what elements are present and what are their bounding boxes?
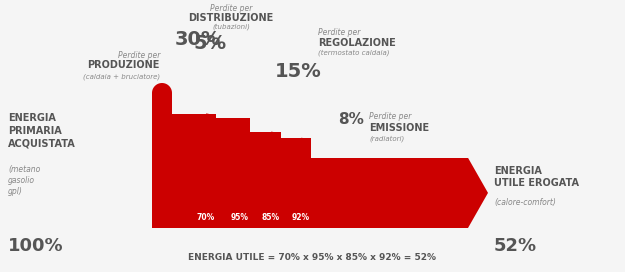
Text: (calore-comfort): (calore-comfort)	[494, 198, 556, 207]
Polygon shape	[271, 132, 281, 152]
Text: EMISSIONE: EMISSIONE	[369, 123, 429, 133]
Text: (termostato caldaia): (termostato caldaia)	[318, 49, 389, 55]
Text: (metano
gasolio
gpl): (metano gasolio gpl)	[8, 165, 40, 196]
Bar	[281, 158, 291, 228]
Polygon shape	[301, 138, 311, 158]
Bar	[216, 118, 250, 138]
Bar	[152, 93, 172, 228]
Polygon shape	[196, 123, 216, 134]
Bar	[281, 138, 311, 158]
Bar	[250, 152, 261, 228]
Bar	[216, 138, 230, 228]
Text: 8%: 8%	[338, 112, 364, 127]
Bar	[250, 132, 281, 152]
Polygon shape	[468, 158, 488, 228]
Text: ENERGIA
PRIMARIA
ACQUISTATA: ENERGIA PRIMARIA ACQUISTATA	[8, 113, 76, 148]
Bar	[261, 152, 281, 228]
Text: 15%: 15%	[274, 62, 321, 81]
Bar	[196, 134, 216, 228]
Text: Perdite per: Perdite per	[210, 4, 252, 13]
Text: 30%: 30%	[175, 30, 221, 49]
Text: (tubazioni): (tubazioni)	[212, 23, 250, 30]
Text: 70%: 70%	[197, 213, 215, 222]
Text: 5%: 5%	[194, 34, 227, 53]
Bar	[230, 138, 250, 152]
Bar	[230, 138, 250, 228]
Bar	[311, 158, 468, 228]
Polygon shape	[206, 113, 216, 134]
Text: 100%: 100%	[8, 237, 64, 255]
Text: Perdite per: Perdite per	[118, 51, 160, 60]
Text: ENERGIA UTILE = 70% x 95% x 85% x 92% = 52%: ENERGIA UTILE = 70% x 95% x 85% x 92% = …	[189, 253, 436, 262]
Bar	[261, 152, 281, 158]
Bar	[172, 134, 196, 228]
Text: (caldaia + bruciatore): (caldaia + bruciatore)	[83, 73, 160, 80]
Text: DISTRIBUZIONE: DISTRIBUZIONE	[188, 13, 274, 23]
Text: 85%: 85%	[262, 213, 280, 222]
Text: REGOLAZIONE: REGOLAZIONE	[318, 38, 396, 48]
Text: PRODUZIONE: PRODUZIONE	[88, 60, 160, 70]
Polygon shape	[240, 118, 250, 138]
Polygon shape	[230, 128, 250, 138]
Polygon shape	[261, 142, 281, 152]
Text: ENERGIA
UTILE EROGATA: ENERGIA UTILE EROGATA	[494, 166, 579, 188]
Bar	[152, 93, 172, 134]
Text: 52%: 52%	[494, 237, 537, 255]
Bar	[172, 113, 216, 134]
Text: 92%: 92%	[292, 213, 310, 222]
Text: (radiatori): (radiatori)	[369, 135, 404, 142]
Bar	[196, 134, 216, 138]
Text: Perdite per: Perdite per	[369, 112, 411, 121]
Bar	[291, 158, 311, 228]
Text: 95%: 95%	[231, 213, 249, 222]
Polygon shape	[152, 83, 172, 93]
Text: Perdite per: Perdite per	[318, 28, 361, 37]
